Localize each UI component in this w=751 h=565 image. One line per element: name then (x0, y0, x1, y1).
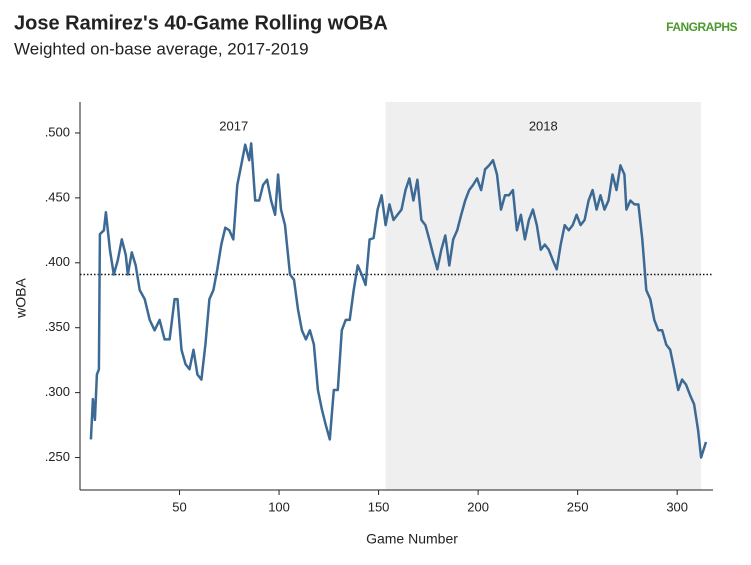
y-tick-label: .450 (45, 189, 70, 204)
chart-title: Jose Ramirez's 40-Game Rolling wOBA (14, 12, 388, 34)
background-layer: 2017 2018 (219, 102, 702, 490)
logo: FANGRAPHS (666, 20, 737, 34)
x-tick-label: 250 (567, 499, 589, 514)
x-tick-label: 200 (467, 499, 489, 514)
season-label: 2017 (219, 118, 248, 133)
y-axis-label: wOBA (13, 278, 29, 319)
y-tick-label: .400 (45, 254, 70, 269)
y-tick-label: .500 (45, 124, 70, 139)
chart-subtitle: Weighted on-base average, 2017-2019 (14, 39, 309, 58)
data-line (89, 142, 708, 459)
x-tick-label: 100 (268, 499, 290, 514)
y-tick-label: .250 (45, 449, 70, 464)
season-shade (385, 102, 702, 490)
y-tick-label: .350 (45, 319, 70, 334)
x-tick-label: 150 (368, 499, 390, 514)
season-label: 2018 (529, 118, 558, 133)
x-tick-label: 300 (666, 499, 688, 514)
x-axis-label: Game Number (366, 531, 458, 547)
y-tick-label: .300 (45, 384, 70, 399)
x-tick-label: 50 (172, 499, 186, 514)
